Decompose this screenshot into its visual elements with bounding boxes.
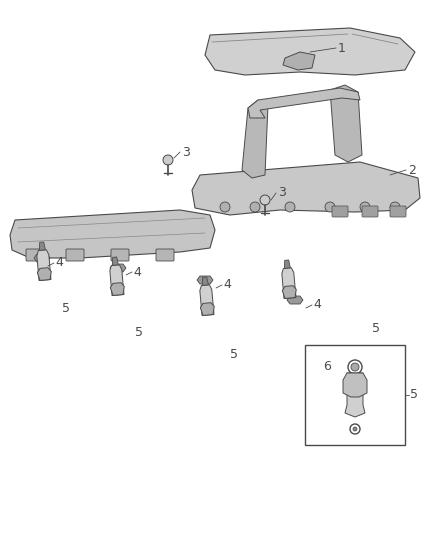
Text: 2: 2	[408, 164, 416, 176]
Text: 4: 4	[223, 279, 231, 292]
FancyBboxPatch shape	[390, 206, 406, 217]
Polygon shape	[200, 303, 214, 316]
Text: 1: 1	[338, 42, 346, 54]
Polygon shape	[192, 162, 420, 215]
Circle shape	[285, 202, 295, 212]
Text: 5: 5	[230, 349, 238, 361]
FancyBboxPatch shape	[156, 249, 174, 261]
Circle shape	[353, 427, 357, 431]
Polygon shape	[197, 276, 213, 284]
Polygon shape	[287, 296, 303, 304]
Circle shape	[325, 202, 335, 212]
Polygon shape	[330, 85, 362, 162]
Bar	[305, 345, 405, 445]
Text: 3: 3	[182, 146, 190, 158]
Polygon shape	[248, 88, 360, 118]
FancyBboxPatch shape	[362, 206, 378, 217]
Polygon shape	[110, 265, 124, 295]
Polygon shape	[200, 285, 214, 316]
FancyBboxPatch shape	[332, 206, 348, 217]
Polygon shape	[202, 277, 208, 285]
Circle shape	[351, 363, 359, 371]
Circle shape	[260, 195, 270, 205]
Polygon shape	[282, 268, 296, 298]
Text: 5: 5	[62, 302, 70, 314]
Polygon shape	[39, 242, 46, 251]
Polygon shape	[345, 373, 365, 417]
Polygon shape	[283, 286, 296, 298]
FancyBboxPatch shape	[66, 249, 84, 261]
Text: 6: 6	[323, 360, 331, 374]
Circle shape	[250, 202, 260, 212]
Text: 4: 4	[55, 256, 63, 270]
Polygon shape	[110, 282, 124, 295]
FancyBboxPatch shape	[111, 249, 129, 261]
Polygon shape	[242, 100, 268, 178]
Polygon shape	[34, 254, 50, 262]
Polygon shape	[113, 257, 118, 265]
Circle shape	[360, 202, 370, 212]
Text: 3: 3	[278, 187, 286, 199]
Polygon shape	[343, 373, 367, 397]
Polygon shape	[283, 52, 315, 70]
Text: 4: 4	[133, 265, 141, 279]
Text: 4: 4	[313, 298, 321, 311]
Circle shape	[390, 202, 400, 212]
Text: 5: 5	[135, 326, 143, 338]
Circle shape	[163, 155, 173, 165]
Text: 5: 5	[410, 389, 418, 401]
FancyBboxPatch shape	[26, 249, 44, 261]
Polygon shape	[110, 264, 126, 272]
Polygon shape	[284, 260, 290, 269]
Polygon shape	[10, 210, 215, 258]
Text: 5: 5	[372, 321, 380, 335]
Circle shape	[220, 202, 230, 212]
Polygon shape	[205, 28, 415, 75]
Polygon shape	[37, 268, 51, 280]
Polygon shape	[37, 250, 51, 280]
